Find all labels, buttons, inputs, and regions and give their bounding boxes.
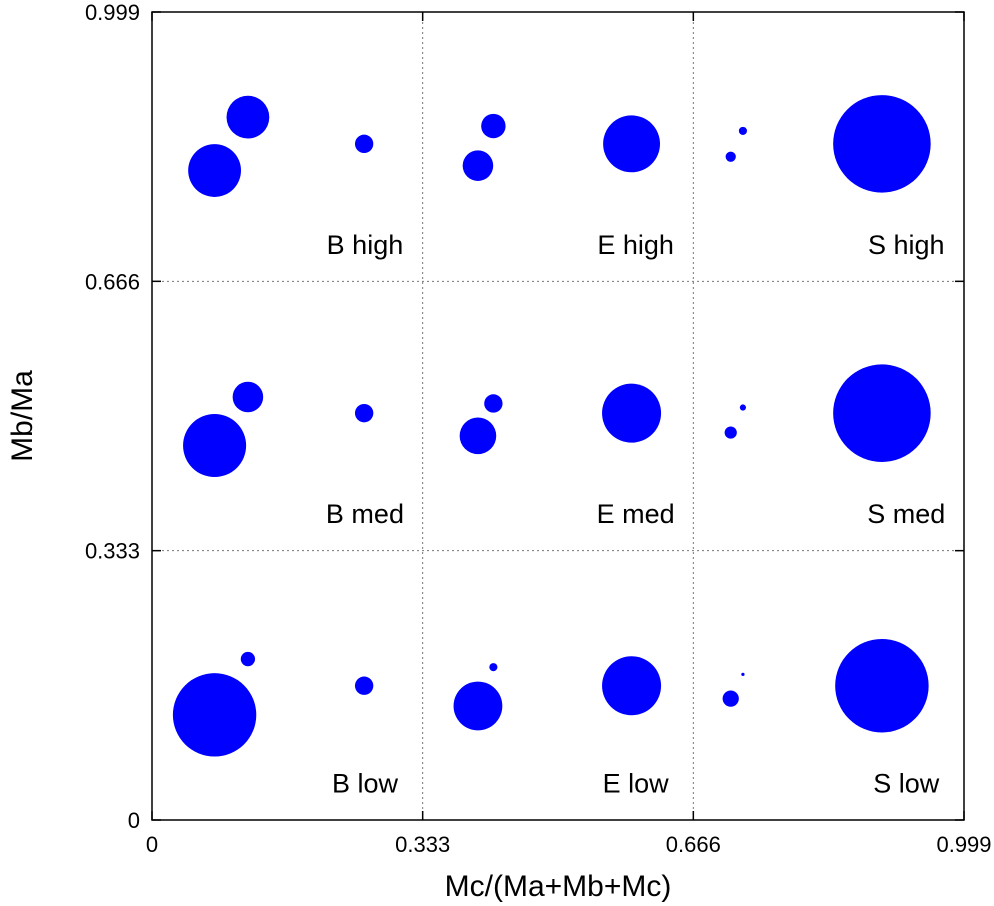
bubble-point: [188, 144, 242, 197]
bubble-point: [453, 681, 503, 731]
bubble-point: [603, 115, 661, 173]
bubble-point: [481, 113, 506, 139]
x-tick-label: 0: [146, 832, 158, 857]
bubble-point: [833, 364, 931, 462]
bubble-point: [722, 690, 739, 707]
panel-label: S high: [868, 230, 945, 260]
panel-label: E high: [597, 230, 674, 260]
bubble-point: [172, 673, 257, 757]
bubble-point: [835, 639, 929, 733]
x-tick-label: 0.666: [666, 832, 721, 857]
panel-label: E med: [597, 499, 675, 529]
axis-ticks: 0 0.333 0.666 0.999 0 0.333 0.666 0.999: [85, 0, 992, 857]
panel-label: S low: [873, 769, 940, 799]
plot-frame: [151, 11, 965, 821]
bubble-point: [833, 95, 931, 193]
bubble-point: [226, 95, 270, 139]
x-tick-label: 0.333: [395, 832, 450, 857]
panel-labels: B high E high S high B med E med S med B low E …: [326, 230, 945, 799]
bubble-point: [354, 403, 374, 423]
y-tick-label: 0.666: [85, 269, 140, 294]
y-axis-title: Mb/Ma: [6, 370, 39, 462]
panel-label: S med: [867, 499, 945, 529]
x-tick-label: 0.999: [936, 832, 991, 857]
bubble-point: [484, 394, 503, 413]
bubble-point: [602, 656, 662, 716]
bubble-point: [739, 404, 747, 411]
bubble-point: [741, 672, 745, 677]
y-tick-label: 0: [128, 808, 140, 833]
grid-lines: [152, 12, 964, 820]
bubble-point: [738, 126, 747, 135]
panel-label: B high: [327, 230, 404, 260]
bubble-markers: [172, 95, 931, 757]
panel-label: E low: [603, 769, 670, 799]
panel-label: B med: [326, 499, 404, 529]
bubble-point: [462, 150, 494, 181]
x-axis-title: Mc/(Ma+Mb+Mc): [445, 870, 672, 903]
bubble-point: [459, 417, 497, 455]
bubble-point: [232, 381, 264, 413]
bubble-point: [354, 134, 374, 154]
bubble-point: [489, 663, 498, 672]
y-tick-label: 0.999: [85, 0, 140, 25]
bubble-point: [183, 413, 247, 478]
bubble-point: [240, 651, 256, 667]
y-tick-label: 0.333: [85, 539, 140, 564]
panel-label: B low: [332, 769, 399, 799]
bubble-point: [602, 383, 662, 443]
bubble-point: [724, 426, 737, 439]
bubble-point: [725, 151, 736, 162]
bubble-point: [354, 676, 374, 695]
